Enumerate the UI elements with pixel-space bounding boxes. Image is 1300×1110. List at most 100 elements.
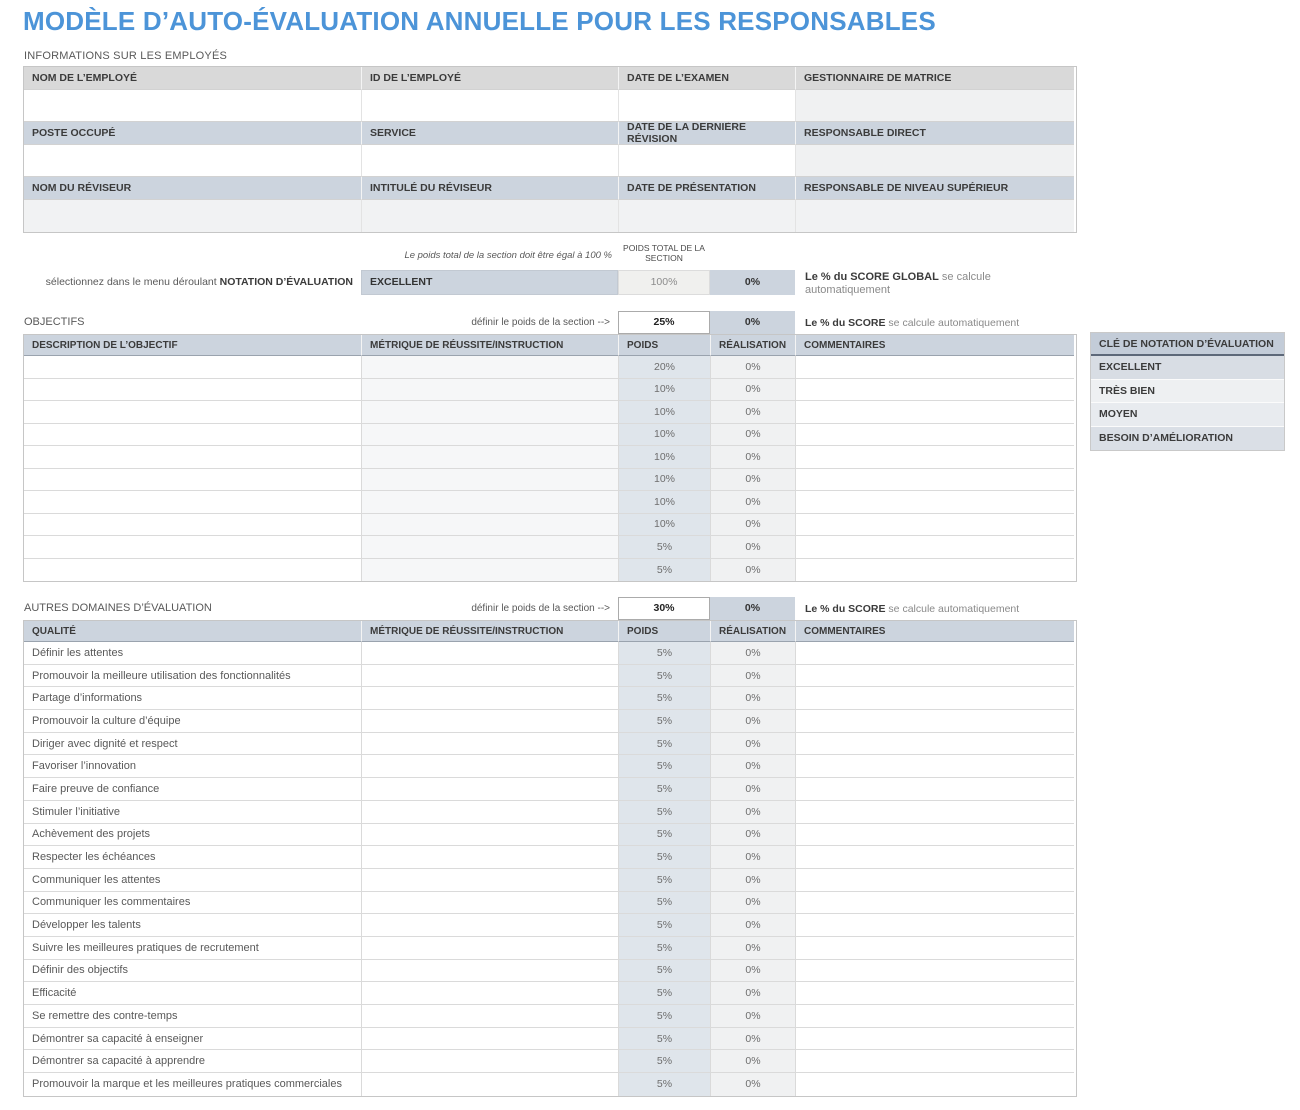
achievement-cell[interactable]: 0% (711, 982, 796, 1005)
weight-cell[interactable]: 5% (619, 732, 711, 756)
weight-cell[interactable]: 5% (619, 755, 711, 779)
quality-cell[interactable]: Favoriser l’innovation (24, 755, 362, 779)
achievement-cell[interactable]: 0% (711, 732, 796, 756)
comments-cell[interactable] (796, 800, 1074, 824)
info-input-cell[interactable] (619, 145, 796, 177)
achievement-cell[interactable]: 0% (711, 401, 796, 424)
weight-cell[interactable]: 5% (619, 959, 711, 983)
quality-cell[interactable]: Suivre les meilleures pratiques de recru… (24, 936, 362, 960)
metric-cell[interactable] (362, 558, 619, 581)
weight-cell[interactable]: 10% (619, 491, 711, 514)
description-cell[interactable] (24, 558, 362, 581)
metric-cell[interactable] (362, 642, 619, 665)
metric-cell[interactable] (362, 687, 619, 711)
metric-cell[interactable] (362, 1050, 619, 1074)
description-cell[interactable] (24, 423, 362, 446)
weight-cell[interactable]: 10% (619, 423, 711, 446)
comments-cell[interactable] (796, 687, 1074, 711)
achievement-cell[interactable]: 0% (711, 936, 796, 960)
weight-cell[interactable]: 5% (619, 891, 711, 915)
metric-cell[interactable] (362, 423, 619, 446)
achievement-cell[interactable]: 0% (711, 1005, 796, 1028)
quality-cell[interactable]: Démontrer sa capacité à enseigner (24, 1027, 362, 1051)
quality-cell[interactable]: Développer les talents (24, 914, 362, 937)
weight-cell[interactable]: 5% (619, 1073, 711, 1096)
achievement-cell[interactable]: 0% (711, 823, 796, 847)
achievement-cell[interactable]: 0% (711, 491, 796, 514)
comments-cell[interactable] (796, 1073, 1074, 1096)
achievement-cell[interactable]: 0% (711, 356, 796, 379)
description-cell[interactable] (24, 401, 362, 424)
description-cell[interactable] (24, 378, 362, 401)
weight-cell[interactable]: 5% (619, 536, 711, 559)
achievement-cell[interactable]: 0% (711, 664, 796, 688)
other-areas-section-weight-cell[interactable]: 30% (618, 597, 710, 620)
weight-cell[interactable]: 10% (619, 401, 711, 424)
rating-dropdown[interactable]: EXCELLENT (361, 270, 618, 295)
comments-cell[interactable] (796, 914, 1074, 937)
comments-cell[interactable] (796, 513, 1074, 536)
achievement-cell[interactable]: 0% (711, 536, 796, 559)
metric-cell[interactable] (362, 982, 619, 1005)
comments-cell[interactable] (796, 982, 1074, 1005)
weight-cell[interactable]: 5% (619, 558, 711, 581)
achievement-cell[interactable]: 0% (711, 687, 796, 711)
quality-cell[interactable]: Démontrer sa capacité à apprendre (24, 1050, 362, 1074)
achievement-cell[interactable]: 0% (711, 778, 796, 801)
comments-cell[interactable] (796, 491, 1074, 514)
weight-cell[interactable]: 10% (619, 513, 711, 536)
info-input-cell[interactable] (362, 145, 619, 177)
metric-cell[interactable] (362, 1005, 619, 1028)
description-cell[interactable] (24, 536, 362, 559)
achievement-cell[interactable]: 0% (711, 1050, 796, 1074)
weight-cell[interactable]: 20% (619, 356, 711, 379)
metric-cell[interactable] (362, 755, 619, 779)
weight-cell[interactable]: 5% (619, 642, 711, 665)
info-input-cell[interactable] (796, 200, 1074, 232)
achievement-cell[interactable]: 0% (711, 642, 796, 665)
info-input-cell[interactable] (619, 200, 796, 232)
metric-cell[interactable] (362, 959, 619, 983)
comments-cell[interactable] (796, 356, 1074, 379)
achievement-cell[interactable]: 0% (711, 868, 796, 892)
metric-cell[interactable] (362, 401, 619, 424)
achievement-cell[interactable]: 0% (711, 891, 796, 915)
metric-cell[interactable] (362, 800, 619, 824)
info-input-cell[interactable] (24, 90, 362, 122)
quality-cell[interactable]: Définir des objectifs (24, 959, 362, 983)
metric-cell[interactable] (362, 914, 619, 937)
quality-cell[interactable]: Achèvement des projets (24, 823, 362, 847)
comments-cell[interactable] (796, 558, 1074, 581)
description-cell[interactable] (24, 513, 362, 536)
quality-cell[interactable]: Se remettre des contre-temps (24, 1005, 362, 1028)
comments-cell[interactable] (796, 446, 1074, 469)
quality-cell[interactable]: Efficacité (24, 982, 362, 1005)
metric-cell[interactable] (362, 1073, 619, 1096)
weight-cell[interactable]: 5% (619, 936, 711, 960)
metric-cell[interactable] (362, 868, 619, 892)
metric-cell[interactable] (362, 491, 619, 514)
quality-cell[interactable]: Faire preuve de confiance (24, 778, 362, 801)
achievement-cell[interactable]: 0% (711, 800, 796, 824)
comments-cell[interactable] (796, 664, 1074, 688)
comments-cell[interactable] (796, 891, 1074, 915)
comments-cell[interactable] (796, 468, 1074, 491)
quality-cell[interactable]: Promouvoir la culture d’équipe (24, 710, 362, 733)
quality-cell[interactable]: Stimuler l’initiative (24, 800, 362, 824)
comments-cell[interactable] (796, 868, 1074, 892)
quality-cell[interactable]: Définir les attentes (24, 642, 362, 665)
metric-cell[interactable] (362, 778, 619, 801)
weight-cell[interactable]: 5% (619, 800, 711, 824)
weight-cell[interactable]: 5% (619, 687, 711, 711)
comments-cell[interactable] (796, 732, 1074, 756)
achievement-cell[interactable]: 0% (711, 846, 796, 869)
metric-cell[interactable] (362, 846, 619, 869)
metric-cell[interactable] (362, 513, 619, 536)
metric-cell[interactable] (362, 891, 619, 915)
info-input-cell[interactable] (796, 90, 1074, 122)
achievement-cell[interactable]: 0% (711, 710, 796, 733)
comments-cell[interactable] (796, 642, 1074, 665)
metric-cell[interactable] (362, 378, 619, 401)
achievement-cell[interactable]: 0% (711, 446, 796, 469)
quality-cell[interactable]: Promouvoir la meilleure utilisation des … (24, 664, 362, 688)
